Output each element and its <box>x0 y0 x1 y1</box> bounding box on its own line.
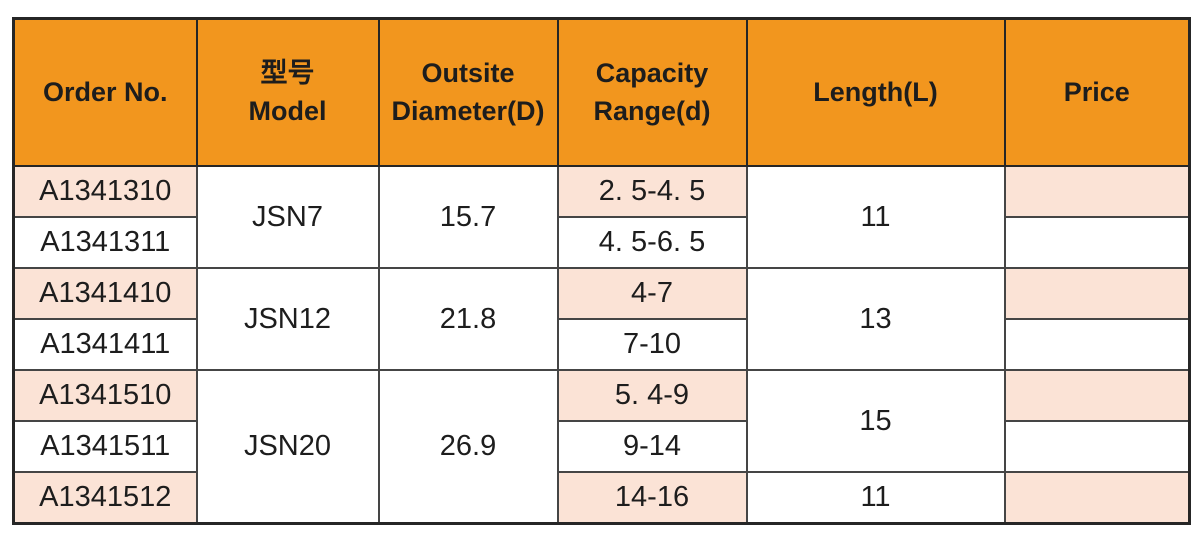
header-model: 型号 Model <box>195 17 380 167</box>
cell-order-no: A1341512 <box>12 471 198 525</box>
cell-price <box>1003 216 1191 269</box>
cell-capacity: 9-14 <box>556 420 748 473</box>
cell-order-no: A1341410 <box>12 267 198 320</box>
cell-capacity: 4-7 <box>556 267 748 320</box>
cell-price <box>1003 165 1191 218</box>
cell-order-no: A1341311 <box>12 216 198 269</box>
header-length: Length(L) <box>745 17 1006 167</box>
cell-price <box>1003 318 1191 371</box>
cell-diameter: 15.7 <box>377 165 559 269</box>
cell-length: 15 <box>745 369 1006 473</box>
cell-length: 13 <box>745 267 1006 371</box>
table-row: A1341411 7-10 <box>12 318 1191 371</box>
table-row: A1341311 4. 5-6. 5 <box>12 216 1191 269</box>
cell-price <box>1003 267 1191 320</box>
table-row: A1341510 JSN20 26.9 5. 4-9 15 <box>12 369 1191 525</box>
cell-diameter: 26.9 <box>377 369 559 525</box>
cell-capacity: 7-10 <box>556 318 748 371</box>
header-row: Order No. 型号 Model Outsite Diameter(D) C… <box>12 17 1191 167</box>
cell-capacity: 5. 4-9 <box>556 369 748 422</box>
cell-order-no: A1341511 <box>12 420 198 473</box>
product-spec-table: Order No. 型号 Model Outsite Diameter(D) C… <box>12 17 1191 525</box>
cell-model: JSN20 <box>195 369 380 525</box>
header-price: Price <box>1003 17 1191 167</box>
table-row: A1341512 14-16 11 <box>12 471 1191 525</box>
cell-model: JSN12 <box>195 267 380 371</box>
cell-capacity: 14-16 <box>556 471 748 525</box>
cell-diameter: 21.8 <box>377 267 559 371</box>
header-capacity: Capacity Range(d) <box>556 17 748 167</box>
table-row: A1341511 9-14 <box>12 420 1191 473</box>
cell-price <box>1003 369 1191 422</box>
cell-order-no: A1341310 <box>12 165 198 218</box>
cell-length: 11 <box>745 165 1006 269</box>
cell-model: JSN7 <box>195 165 380 269</box>
cell-order-no: A1341510 <box>12 369 198 422</box>
cell-length: 11 <box>745 471 1006 525</box>
header-order-no: Order No. <box>12 17 198 167</box>
cell-capacity: 4. 5-6. 5 <box>556 216 748 269</box>
cell-capacity: 2. 5-4. 5 <box>556 165 748 218</box>
header-diameter: Outsite Diameter(D) <box>377 17 559 167</box>
table-row: A1341310 JSN7 15.7 2. 5-4. 5 11 <box>12 165 1191 269</box>
table-row: A1341410 JSN12 21.8 4-7 13 <box>12 267 1191 371</box>
cell-price <box>1003 420 1191 473</box>
cell-order-no: A1341411 <box>12 318 198 371</box>
cell-price <box>1003 471 1191 525</box>
